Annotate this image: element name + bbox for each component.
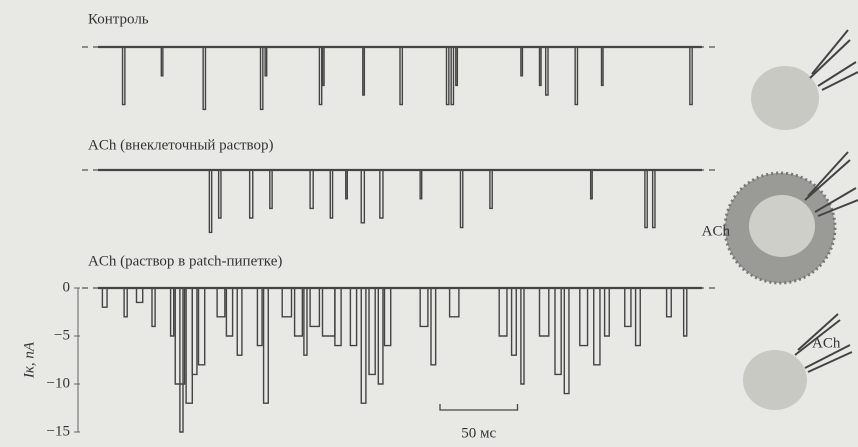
channel-opening xyxy=(225,288,234,337)
channel-opening xyxy=(600,47,604,87)
channel-opening xyxy=(589,170,593,200)
channel-opening xyxy=(379,170,384,219)
channel-opening xyxy=(459,170,464,229)
channel-opening xyxy=(651,170,656,229)
channel-opening xyxy=(362,47,366,96)
channel-opening xyxy=(197,288,206,366)
cell-ach-outside xyxy=(723,151,858,285)
channel-opening xyxy=(538,288,550,337)
channel-opening xyxy=(489,170,493,210)
cell-label: ACh xyxy=(702,223,731,239)
channel-opening xyxy=(151,288,156,328)
channel-opening xyxy=(217,170,222,219)
channel-opening xyxy=(262,288,269,404)
cell-label: ACh xyxy=(812,335,841,351)
trace-label: ACh (раствор в patch-пипетке) xyxy=(88,253,282,269)
channel-opening xyxy=(303,288,308,356)
y-axis-label: Iк, пА xyxy=(21,341,37,379)
channel-opening xyxy=(430,288,437,366)
channel-opening xyxy=(281,288,293,318)
channel-opening xyxy=(318,47,323,106)
channel-opening xyxy=(445,47,450,106)
channel-opening xyxy=(160,47,164,77)
channel-opening xyxy=(419,288,429,328)
channel-opening xyxy=(554,288,562,376)
channel-opening xyxy=(538,47,542,87)
channel-opening xyxy=(498,288,508,337)
channel-opening xyxy=(101,288,108,308)
channel-opening xyxy=(593,288,601,366)
channel-opening xyxy=(334,288,342,347)
channel-opening xyxy=(121,47,126,106)
channel-opening xyxy=(208,170,213,234)
channel-opening xyxy=(236,288,243,356)
y-tick-label: 0 xyxy=(63,279,71,295)
trace-label: Контроль xyxy=(88,11,149,27)
scale-bar-label: 50 мс xyxy=(461,425,496,441)
channel-opening xyxy=(520,288,525,385)
channel-opening xyxy=(665,288,672,318)
channel-opening xyxy=(603,288,610,337)
channel-opening xyxy=(360,170,366,224)
channel-opening xyxy=(574,47,579,106)
y-tick-label: −15 xyxy=(47,423,70,439)
channel-opening xyxy=(455,47,459,87)
y-tick-label: −5 xyxy=(54,327,70,343)
channel-opening xyxy=(248,170,254,219)
channel-opening xyxy=(545,47,549,96)
channel-opening xyxy=(360,288,367,404)
channel-opening xyxy=(321,47,325,87)
channel-opening xyxy=(689,47,693,106)
channel-opening xyxy=(169,288,175,337)
channel-opening xyxy=(419,170,423,200)
channel-opening xyxy=(368,288,376,376)
channel-opening xyxy=(256,288,263,347)
channel-opening xyxy=(202,47,207,111)
channel-opening xyxy=(264,47,268,77)
scale-bar xyxy=(439,404,519,411)
channel-opening xyxy=(349,288,358,347)
channel-opening xyxy=(345,170,348,200)
channel-opening xyxy=(520,47,524,77)
channel-opening xyxy=(563,288,570,395)
channel-opening xyxy=(309,288,321,328)
channel-opening xyxy=(293,288,304,337)
channel-opening xyxy=(510,288,517,356)
trace-label: ACh (внеклеточный раствор) xyxy=(88,137,274,153)
channel-opening xyxy=(399,47,404,106)
channel-opening xyxy=(179,288,184,433)
channel-opening xyxy=(216,288,226,318)
channel-opening xyxy=(383,288,392,347)
channel-opening xyxy=(123,288,128,318)
channel-opening xyxy=(579,288,589,347)
channel-opening xyxy=(191,288,198,376)
channel-opening xyxy=(634,288,641,347)
channel-opening xyxy=(135,288,144,304)
channel-opening xyxy=(329,170,334,219)
channel-opening xyxy=(259,47,264,111)
channel-opening xyxy=(309,170,314,210)
cell-ach-pipette xyxy=(743,313,853,410)
channel-opening xyxy=(682,288,688,337)
channel-opening xyxy=(448,288,460,318)
channel-opening xyxy=(450,47,455,106)
channel-opening xyxy=(269,170,273,210)
channel-opening xyxy=(624,288,632,328)
channel-opening xyxy=(644,170,648,229)
y-tick-label: −10 xyxy=(47,375,70,391)
cell-control xyxy=(751,29,858,130)
channel-opening xyxy=(377,288,384,385)
